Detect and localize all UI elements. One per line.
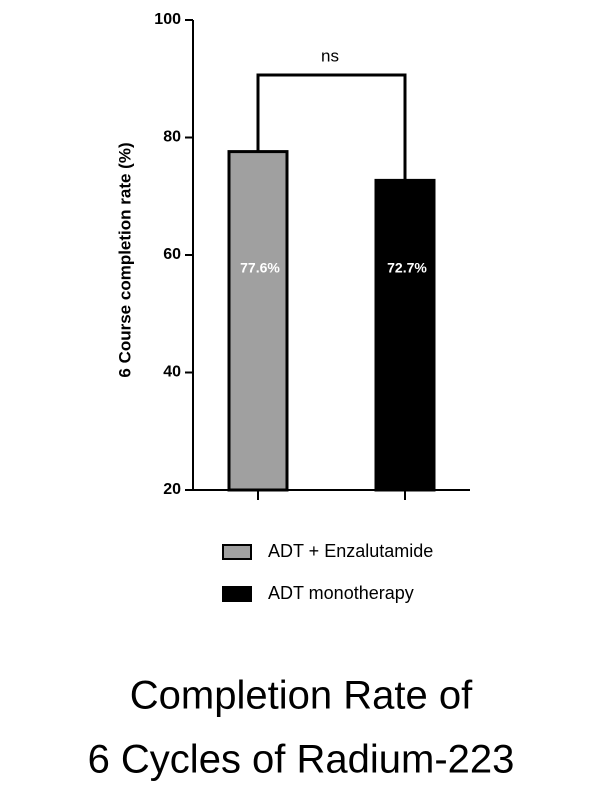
bar [227, 150, 289, 492]
title-line: 6 Cycles of Radium-223 [88, 738, 515, 782]
y-axis-label: 6 Course completion rate (%) [115, 142, 134, 377]
y-tick-label: 100 [154, 11, 181, 28]
significance-bracket [256, 73, 407, 181]
bar [374, 178, 436, 492]
title-line: Completion Rate of [130, 674, 473, 718]
y-tick-label: 40 [163, 364, 181, 381]
y-tick-label: 20 [163, 481, 181, 498]
value-label: 72.7% [387, 260, 427, 276]
legend-label: ADT monotherapy [268, 583, 414, 603]
y-tick-label: 80 [163, 129, 181, 146]
legend-label: ADT + Enzalutamide [268, 541, 433, 561]
value-label: 77.6% [240, 260, 280, 276]
legend-swatch [222, 586, 252, 602]
legend-swatch [222, 544, 252, 560]
y-tick-label: 60 [163, 246, 181, 263]
significance-label: ns [321, 46, 339, 65]
